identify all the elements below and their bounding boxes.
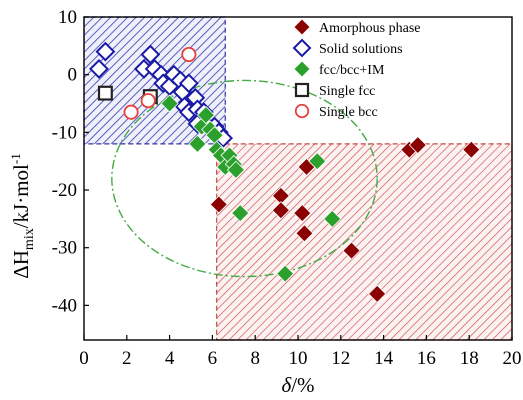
data-point [226, 160, 246, 179]
series-single-bcc [123, 46, 197, 120]
data-point [271, 201, 290, 220]
data-point [188, 134, 207, 153]
series-fcc-bcc-im [160, 94, 342, 283]
data-point [462, 140, 481, 159]
data-point [368, 284, 387, 303]
legend-label: Amorphous phase [319, 21, 421, 36]
legend-label: Single bcc [319, 105, 378, 120]
data-point [323, 209, 342, 228]
y-tick-label: -10 [52, 122, 77, 143]
region-ellipse [111, 79, 378, 278]
data-point [140, 93, 156, 109]
x-tick-label: 16 [417, 348, 436, 369]
legend-marker [294, 103, 310, 119]
data-point [123, 104, 139, 120]
x-axis: 0 2 4 6 8 10 12 14 16 18 20 [79, 335, 522, 369]
data-point [181, 46, 197, 63]
legend-label: Single fcc [319, 84, 375, 99]
legend-item: fcc/bcc+IM [293, 60, 385, 78]
data-point [276, 264, 295, 283]
legend-item: Solid solutions [292, 38, 403, 58]
y-tick-label: -30 [52, 238, 77, 259]
data-point [308, 152, 327, 171]
data-point [89, 58, 109, 79]
legend-marker [292, 38, 312, 58]
y-axis-label: ΔHmix/kJ·mol-1 [8, 153, 37, 278]
data-point [295, 224, 314, 243]
amorphous-region [216, 143, 513, 341]
x-tick-label: 4 [165, 348, 175, 369]
x-tick-label: 18 [460, 348, 479, 369]
y-tick-label: -20 [52, 180, 77, 201]
data-point [408, 135, 427, 155]
data-point [95, 41, 116, 62]
x-tick-label: 20 [503, 348, 522, 369]
y-tick-label: -40 [52, 295, 77, 316]
ellipse-layer [111, 79, 378, 278]
legend-marker [293, 18, 311, 36]
data-point [293, 204, 312, 223]
y-axis: 10 0 -10 -20 -30 -40 [52, 7, 89, 316]
data-point [196, 105, 216, 125]
series-solid-solutions [89, 41, 234, 149]
regions-layer [83, 16, 513, 341]
data-point [160, 94, 179, 113]
x-tick-label: 14 [374, 348, 394, 369]
legend-item: Single fcc [294, 82, 375, 99]
legend-marker [294, 82, 310, 98]
data-point [209, 195, 228, 214]
x-tick-label: 6 [208, 348, 218, 369]
data-point [231, 204, 250, 223]
legend-label: fcc/bcc+IM [319, 63, 385, 78]
x-tick-label: 8 [250, 348, 260, 369]
y-tick-label: 0 [68, 65, 78, 86]
y-tick-label: 10 [58, 7, 77, 28]
x-tick-label: 12 [331, 348, 350, 369]
legend: Amorphous phase Solid solutions fcc/bcc+IM… [292, 18, 421, 120]
legend-marker [293, 60, 311, 78]
legend-label: Solid solutions [319, 42, 403, 57]
series-amorphous-phase [209, 135, 481, 303]
data-point [342, 241, 361, 260]
legend-item: Amorphous phase [293, 18, 421, 36]
points-layer [89, 41, 481, 303]
data-point [178, 73, 199, 94]
data-point [97, 85, 113, 101]
x-tick-label: 10 [289, 348, 308, 369]
x-axis-label: δ/% [281, 373, 314, 397]
x-tick-label: 0 [79, 348, 89, 369]
data-point [140, 44, 161, 65]
legend-item: Single bcc [294, 103, 378, 120]
x-tick-label: 2 [122, 348, 132, 369]
